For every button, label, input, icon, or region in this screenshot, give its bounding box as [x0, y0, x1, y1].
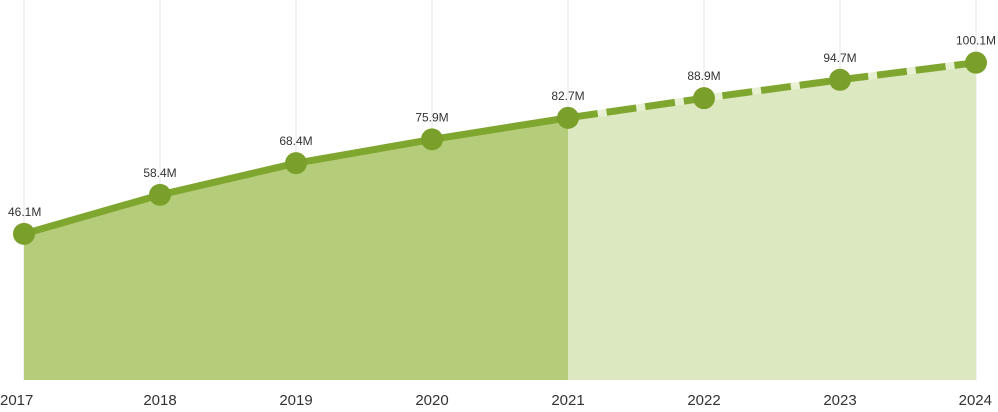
area-actual: [24, 117, 568, 380]
data-label-2018: 58.4M: [143, 166, 176, 180]
data-label-2020: 75.9M: [415, 110, 448, 124]
data-point-2020: [421, 128, 443, 151]
data-label-2017: 46.1M: [8, 205, 41, 219]
data-point-2024: [965, 51, 987, 74]
data-point-2021: [557, 106, 579, 129]
x-tick-label-2020: 2020: [415, 392, 448, 409]
x-tick-label-2019: 2019: [279, 392, 312, 409]
area-layer: [24, 62, 976, 381]
data-point-2018: [149, 183, 171, 206]
data-label-layer: 46.1M 58.4M 68.4M 75.9M 82.7M 88.9M 94.7M 100.1…: [8, 34, 996, 219]
data-label-2023: 94.7M: [823, 51, 856, 65]
x-tick-label-2017: 2017: [0, 392, 33, 409]
x-tick-label-2024: 2024: [959, 392, 992, 409]
marker-layer: [13, 51, 987, 245]
data-label-2022: 88.9M: [687, 69, 720, 83]
x-tick-label-2022: 2022: [687, 392, 720, 409]
data-point-2019: [285, 152, 307, 175]
x-axis-tick-layer: 2017 2018 2019 2020 2021 2022 2023 2024: [0, 392, 992, 409]
x-tick-label-2018: 2018: [143, 392, 176, 409]
data-label-2019: 68.4M: [279, 134, 312, 148]
data-label-2021: 82.7M: [551, 89, 584, 103]
x-tick-label-2021: 2021: [551, 392, 584, 409]
area-projected: [568, 62, 976, 381]
data-label-2024: 100.1M: [956, 34, 996, 48]
data-point-2017: [13, 222, 35, 245]
data-point-2022: [693, 87, 715, 110]
x-tick-label-2023: 2023: [823, 392, 856, 409]
series-line-projected: [567, 59, 977, 122]
data-point-2023: [829, 68, 851, 91]
